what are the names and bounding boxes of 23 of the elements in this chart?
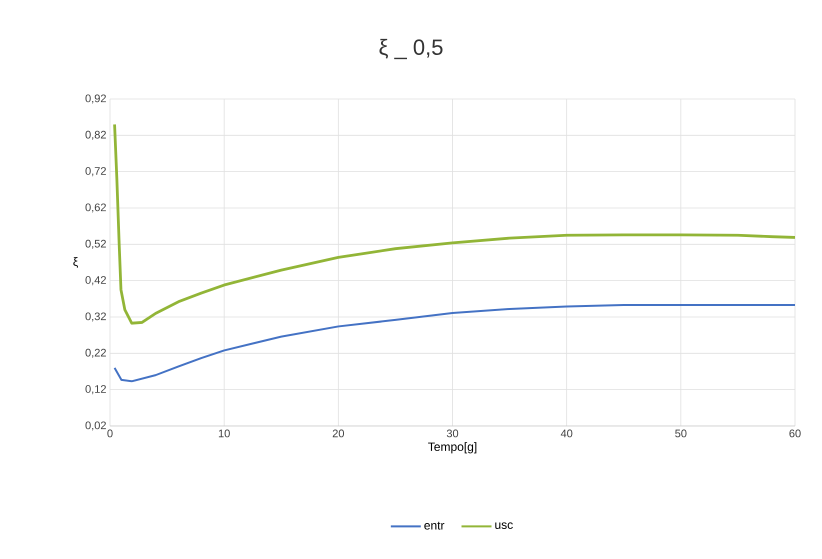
x-tick-label: 30 xyxy=(446,430,458,438)
legend-label: entr xyxy=(424,522,444,530)
y-tick-label: 0,52 xyxy=(85,240,106,249)
x-tick-label: 20 xyxy=(332,430,344,438)
x-tick-label: 60 xyxy=(789,430,801,438)
y-tick-label: 0,42 xyxy=(85,276,106,286)
x-tick-label: 40 xyxy=(560,430,572,438)
y-tick-label: 0,12 xyxy=(85,385,106,394)
y-axis-title: ξ xyxy=(73,257,78,268)
y-tick-label: 0,82 xyxy=(85,130,106,140)
y-tick-label: 0,62 xyxy=(85,203,106,213)
y-tick-label: 0,32 xyxy=(85,312,106,322)
x-tick-label: 0 xyxy=(107,430,113,438)
y-tick-label: 0,22 xyxy=(85,348,106,358)
x-tick-label: 10 xyxy=(218,430,230,438)
line-series xyxy=(113,123,795,325)
y-tick-label: 0,72 xyxy=(85,167,106,176)
chart-title: ξ _ 0,5 xyxy=(379,38,443,60)
x-axis-title: Tempo[g] xyxy=(428,442,476,454)
legend-label: usc xyxy=(495,522,513,529)
y-tick-label: 0,92 xyxy=(85,94,106,104)
y-tick-label: 0,02 xyxy=(85,421,106,431)
x-tick-label: 50 xyxy=(675,430,687,438)
